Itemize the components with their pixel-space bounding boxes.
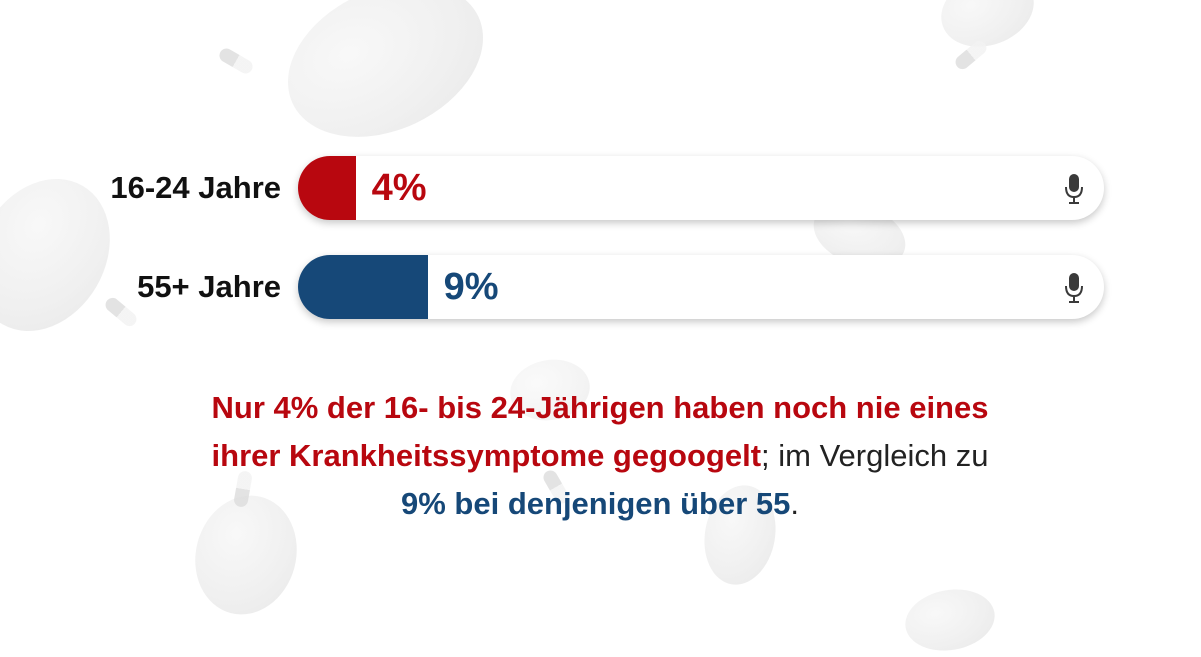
background-blob — [900, 582, 1000, 657]
bar-fill — [298, 255, 428, 319]
background-blob — [263, 0, 508, 167]
caption-line-2: ihrer Krankheitssymptome gegoogelt; im V… — [211, 438, 989, 473]
caption-line-3: 9% bei denjenigen über 55. — [401, 486, 799, 521]
background-blob — [930, 0, 1045, 60]
caption-line-1: Nur 4% der 16- bis 24-Jährigen haben noc… — [211, 390, 989, 425]
bar-fill — [298, 156, 356, 220]
bar-value-label: 4% — [371, 167, 427, 209]
search-bar-track: 9% — [298, 255, 1104, 319]
category-label: 16-24 Jahre — [110, 170, 281, 205]
bar-row-16-24: 16-24 Jahre 4% — [0, 156, 1201, 220]
category-label: 55+ Jahre — [137, 269, 281, 304]
microphone-icon — [1065, 273, 1083, 303]
bar-row-55-plus: 55+ Jahre 9% — [0, 255, 1201, 319]
chart-caption: Nur 4% der 16- bis 24-Jährigen haben noc… — [100, 384, 1100, 528]
microphone-icon — [1065, 174, 1083, 204]
background-pill — [216, 45, 256, 77]
bar-value-label: 9% — [443, 266, 499, 308]
search-bar-track: 4% — [298, 156, 1104, 220]
